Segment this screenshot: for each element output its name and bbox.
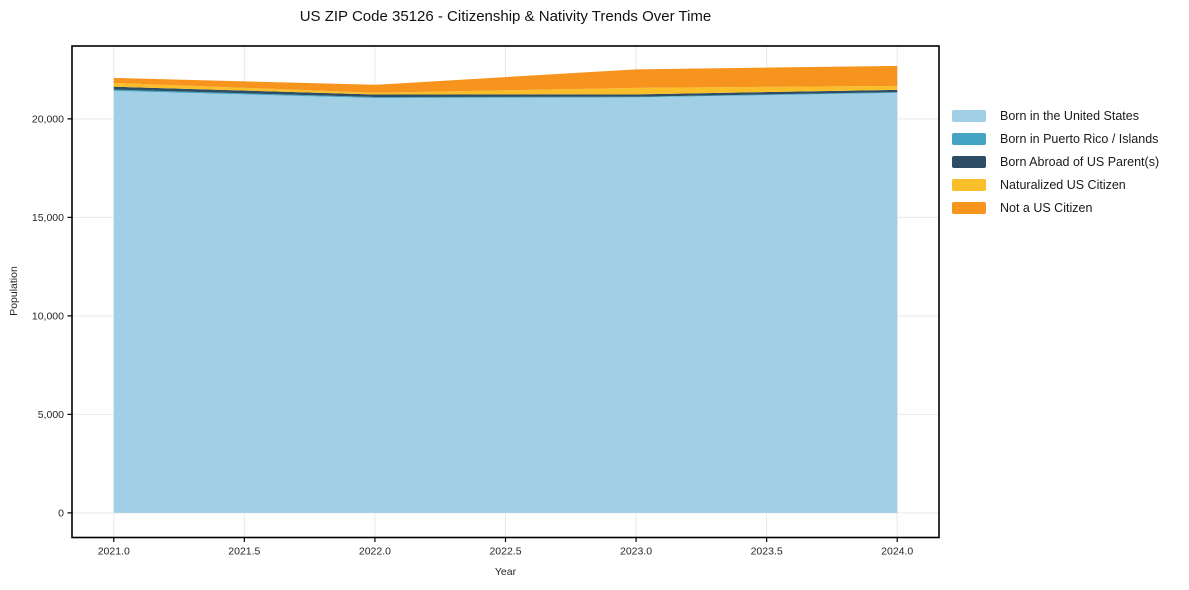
legend-item: Not a US Citizen (952, 196, 1159, 219)
x-tick-label: 2021.0 (98, 546, 130, 558)
x-axis-label: Year (494, 566, 517, 578)
legend-item: Born in Puerto Rico / Islands (952, 127, 1159, 150)
y-tick-label: 5,000 (38, 409, 64, 421)
legend-item: Born in the United States (952, 104, 1159, 127)
x-tick-label: 2024.0 (881, 546, 913, 558)
legend-swatch-icon (952, 132, 986, 145)
y-tick-label: 0 (58, 507, 64, 519)
x-tick-label: 2022.0 (359, 546, 391, 558)
legend-item: Born Abroad of US Parent(s) (952, 150, 1159, 173)
x-tick-label: 2021.5 (228, 546, 260, 558)
area-series (113, 82, 898, 95)
legend: Born in the United States Born in Puerto … (952, 104, 1159, 219)
legend-label: Born Abroad of US Parent(s) (1000, 154, 1160, 169)
area-series (113, 65, 898, 93)
chart-title: US ZIP Code 35126 - Citizenship & Nativi… (299, 8, 712, 25)
area-series (113, 86, 898, 98)
legend-label: Not a US Citizen (1000, 200, 1093, 215)
legend-label: Born in Puerto Rico / Islands (1000, 131, 1159, 146)
y-axis-label: Population (8, 266, 20, 316)
y-tick-label: 10,000 (32, 310, 64, 322)
x-tick-label: 2023.0 (620, 546, 652, 558)
legend-swatch-icon (952, 201, 986, 214)
legend-label: Naturalized US Citizen (1000, 177, 1126, 192)
y-tick-label: 15,000 (32, 212, 64, 224)
legend-label: Born in the United States (1000, 108, 1139, 123)
legend-swatch-icon (952, 109, 986, 122)
y-tick-label: 20,000 (32, 113, 64, 125)
legend-swatch-icon (952, 178, 986, 191)
x-tick-label: 2023.5 (751, 546, 783, 558)
area-series (113, 90, 898, 513)
x-tick-label: 2022.5 (489, 546, 521, 558)
legend-item: Naturalized US Citizen (952, 173, 1159, 196)
area-series (113, 89, 898, 99)
legend-swatch-icon (952, 155, 986, 168)
